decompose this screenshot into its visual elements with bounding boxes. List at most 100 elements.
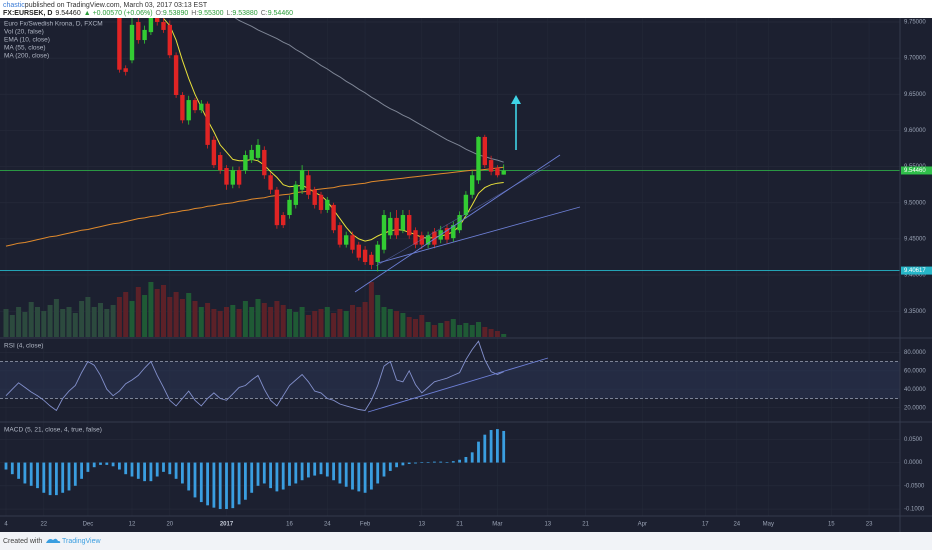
volume-bar <box>98 303 103 337</box>
volume-bar <box>28 302 34 337</box>
candle-body <box>325 199 330 210</box>
x-tick-label: 22 <box>40 522 47 528</box>
volume-bar <box>274 301 280 337</box>
candle-body <box>199 103 204 111</box>
price-pane <box>0 18 900 337</box>
candle-body <box>375 244 380 263</box>
volume-bar <box>179 299 185 337</box>
macd-bar <box>199 462 203 503</box>
last-price: 9.54460 <box>55 10 80 17</box>
arrow-head <box>511 95 521 104</box>
candle-body <box>419 235 424 245</box>
volume-bar <box>224 307 229 337</box>
macd-bar <box>313 462 317 476</box>
macd-bar <box>262 462 266 484</box>
candle-body <box>381 215 387 250</box>
candle-body <box>218 155 223 171</box>
x-tick-label: 24 <box>733 522 740 528</box>
candle-body <box>249 149 254 161</box>
macd-bar <box>174 462 178 479</box>
candle-body <box>136 21 141 41</box>
macd-bar <box>502 430 506 463</box>
ohlc-label: L: <box>227 10 233 17</box>
candle-body <box>488 160 494 172</box>
candle-body <box>274 189 280 226</box>
volume-bar <box>362 302 368 337</box>
volume-bar <box>305 315 311 337</box>
candle-body <box>230 170 235 185</box>
y-tick-label: 9.50000 <box>904 200 926 206</box>
volume-bar <box>438 323 444 337</box>
macd-bar <box>48 462 52 496</box>
macd-bar <box>181 462 184 484</box>
volume-bar <box>205 303 211 337</box>
macd-bar <box>294 462 298 484</box>
x-tick-label: 21 <box>582 522 589 528</box>
volume-bar <box>198 307 204 337</box>
macd-bar <box>445 462 449 463</box>
legend-entry: EMA (10, close) <box>4 37 50 44</box>
volume-bar <box>35 307 40 337</box>
macd-bar <box>187 462 191 491</box>
y-tick-label: 0.0000 <box>904 460 923 466</box>
macd-bar <box>105 462 109 465</box>
y-tick-label: -0.0500 <box>904 483 925 489</box>
volume-bar <box>425 322 431 337</box>
volume-bar <box>66 307 72 337</box>
volume-bar <box>337 309 343 337</box>
y-tick-label: 9.45000 <box>904 236 926 242</box>
macd-bar <box>439 461 443 463</box>
volume-bar <box>482 327 488 337</box>
candle-body <box>224 168 229 185</box>
macd-bar <box>149 462 153 482</box>
volume-bar <box>60 309 66 337</box>
macd-bar <box>269 462 272 489</box>
macd-bar <box>395 462 398 468</box>
candle-body <box>129 24 135 61</box>
ma-line <box>234 18 504 163</box>
volume-bar <box>457 325 463 337</box>
volume-bar <box>104 309 110 337</box>
y-tick-label: 20.0000 <box>904 405 926 411</box>
candle-body <box>413 230 418 245</box>
header-bar <box>0 0 932 18</box>
macd-bar <box>168 462 172 475</box>
volume-bar <box>463 323 469 337</box>
volume-bar <box>431 325 437 337</box>
macd-bar <box>382 462 386 477</box>
ma-line <box>5 166 504 247</box>
rsi-pane <box>0 340 900 412</box>
macd-bar <box>118 462 121 470</box>
y-tick-label: 9.60000 <box>904 128 926 134</box>
candle-body <box>344 235 349 245</box>
candle-body <box>161 21 166 30</box>
footer-brand[interactable]: TradingView <box>62 538 101 545</box>
footer-created: Created with <box>3 538 42 545</box>
ohlc-value: 9.54460 <box>268 10 293 17</box>
candle-body <box>306 175 311 195</box>
volume-bar <box>299 307 305 337</box>
volume-bar <box>236 309 242 337</box>
x-tick-label: 15 <box>828 522 835 528</box>
macd-bar <box>319 462 323 475</box>
volume-bar <box>350 305 355 337</box>
macd-bar <box>124 462 128 475</box>
candle-body <box>123 68 128 72</box>
volume-bar <box>381 307 387 337</box>
volume-bar <box>148 282 154 337</box>
volume-bar <box>375 295 381 337</box>
volume-bar <box>230 305 236 337</box>
candle-body <box>155 18 160 22</box>
macd-bar <box>99 462 102 465</box>
volume-bar <box>154 289 160 337</box>
x-tick-label: 20 <box>166 522 173 528</box>
macd-bar <box>489 430 493 463</box>
volume-bar <box>318 309 324 337</box>
author[interactable]: chastic <box>3 2 25 9</box>
macd-bar <box>92 462 96 468</box>
macd-bar <box>458 459 461 463</box>
x-tick-label: 23 <box>866 522 873 528</box>
candle-body <box>463 194 469 216</box>
macd-bar <box>307 462 310 478</box>
volume-bar <box>280 305 286 337</box>
